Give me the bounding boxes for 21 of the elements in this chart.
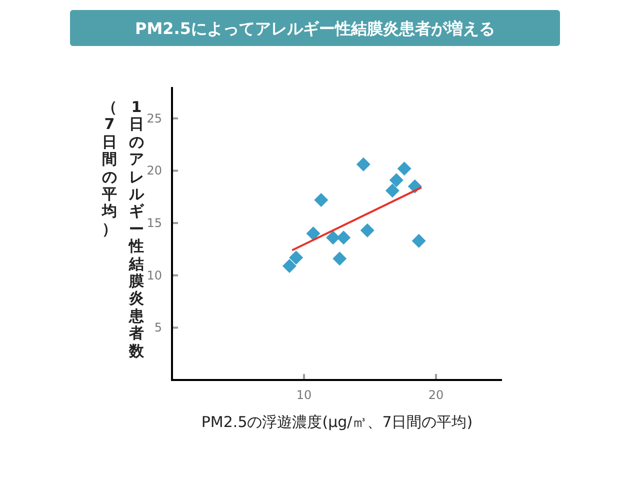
point (389, 173, 404, 188)
y-tick-label: 5 (154, 320, 162, 335)
point (385, 184, 400, 198)
point (282, 258, 296, 273)
point (412, 234, 426, 248)
y-axis-title: 1日のアレルギー性結膜炎患者数（7日間の平均） (100, 99, 146, 361)
point (306, 226, 320, 240)
chart-title: PM2.5によってアレルギー性結膜炎患者が増える (135, 19, 495, 38)
point (289, 250, 304, 265)
point (314, 193, 328, 208)
y-tick-label: 20 (146, 164, 162, 178)
point (332, 252, 347, 266)
point (360, 223, 374, 238)
point (356, 157, 370, 172)
y-tick-label: 15 (146, 216, 162, 230)
y-tick-label: 25 (146, 111, 162, 126)
point (397, 162, 412, 176)
x-axis-title: PM2.5の浮遊濃度(μg/㎥、7日間の平均) (201, 413, 473, 431)
y-tick-label: 10 (146, 268, 162, 282)
point (326, 230, 340, 245)
point (336, 230, 351, 245)
